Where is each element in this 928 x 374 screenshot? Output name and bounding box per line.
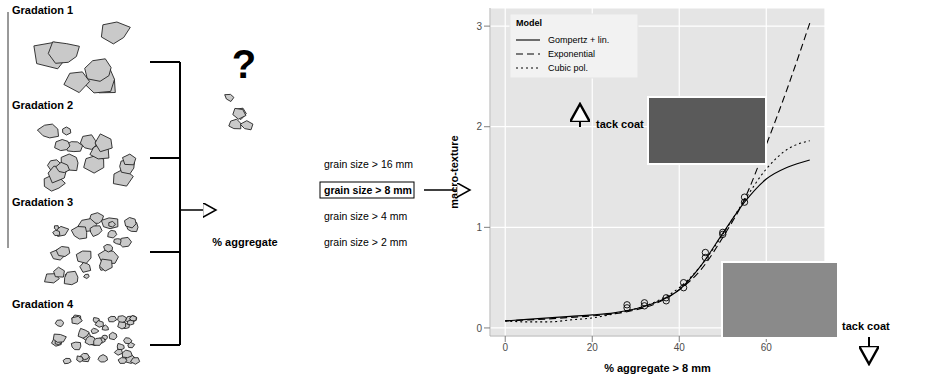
- svg-text:Gradation 2: Gradation 2: [12, 99, 73, 111]
- svg-text:Model: Model: [516, 18, 542, 28]
- svg-text:macro-texture: macro-texture: [448, 135, 460, 208]
- svg-text:Gradation 4: Gradation 4: [12, 298, 74, 310]
- svg-text:grain size > 8 mm: grain size > 8 mm: [324, 184, 412, 196]
- svg-text:60: 60: [761, 342, 773, 353]
- svg-text:Cubic pol.: Cubic pol.: [548, 63, 588, 73]
- svg-text:?: ?: [232, 42, 256, 86]
- svg-text:1: 1: [476, 222, 482, 233]
- svg-text:grain size > 16 mm: grain size > 16 mm: [324, 158, 413, 170]
- svg-text:0: 0: [476, 323, 482, 334]
- svg-text:20: 20: [587, 342, 599, 353]
- svg-text:tack coat: tack coat: [596, 118, 644, 130]
- svg-text:0: 0: [502, 342, 508, 353]
- svg-text:grain size > 2 mm: grain size > 2 mm: [324, 236, 407, 248]
- svg-text:Gradation 1: Gradation 1: [12, 4, 73, 16]
- svg-text:% aggregate > 8 mm: % aggregate > 8 mm: [604, 362, 711, 374]
- svg-text:Exponential: Exponential: [548, 49, 595, 59]
- svg-text:40: 40: [674, 342, 686, 353]
- svg-text:% aggregate: % aggregate: [212, 236, 277, 248]
- svg-text:tack coat: tack coat: [842, 320, 890, 332]
- svg-text:2: 2: [476, 121, 482, 132]
- svg-text:Gradation 3: Gradation 3: [12, 196, 73, 208]
- svg-text:grain size > 4 mm: grain size > 4 mm: [324, 210, 407, 222]
- svg-text:Gompertz + lin.: Gompertz + lin.: [548, 35, 609, 45]
- svg-text:3: 3: [476, 21, 482, 32]
